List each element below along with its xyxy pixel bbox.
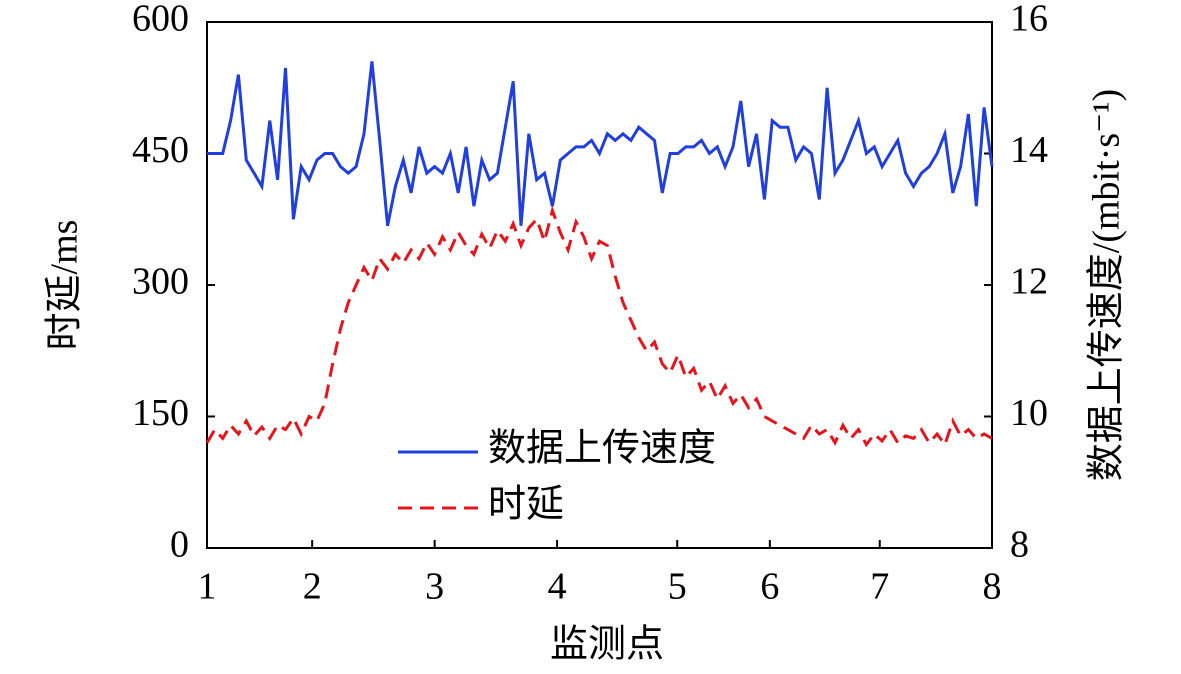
- x-tick-label: 4: [548, 566, 567, 608]
- y2-tick-label: 12: [1010, 261, 1048, 303]
- series-line: [205, 205, 993, 448]
- series-line: [207, 61, 994, 227]
- y2-axis-label: 数据上传速度/(mbit·s⁻¹): [1086, 89, 1128, 481]
- y2-tick-label: 10: [1010, 392, 1048, 434]
- x-tick-label: 5: [668, 566, 687, 608]
- y-tick-label: 0: [170, 524, 189, 566]
- y-tick-label: 300: [132, 261, 189, 303]
- legend-label: 时延: [488, 484, 564, 526]
- y2-tick-label: 8: [1010, 524, 1029, 566]
- x-tick-label: 1: [198, 566, 217, 608]
- x-axis-label: 监测点: [550, 624, 664, 666]
- x-tick-label: 3: [425, 566, 444, 608]
- x-tick-label: 7: [870, 566, 889, 608]
- x-tick-label: 8: [983, 566, 1002, 608]
- y-axis-label: 时延/ms: [44, 220, 86, 351]
- y-tick-label: 150: [132, 392, 189, 434]
- x-tick-label: 2: [303, 566, 322, 608]
- legend-label: 数据上传速度: [488, 428, 716, 470]
- y2-tick-label: 14: [1010, 129, 1048, 171]
- y2-tick-label: 16: [1010, 0, 1048, 40]
- y-tick-label: 600: [132, 0, 189, 40]
- y-tick-label: 450: [132, 129, 189, 171]
- x-tick-label: 6: [760, 566, 779, 608]
